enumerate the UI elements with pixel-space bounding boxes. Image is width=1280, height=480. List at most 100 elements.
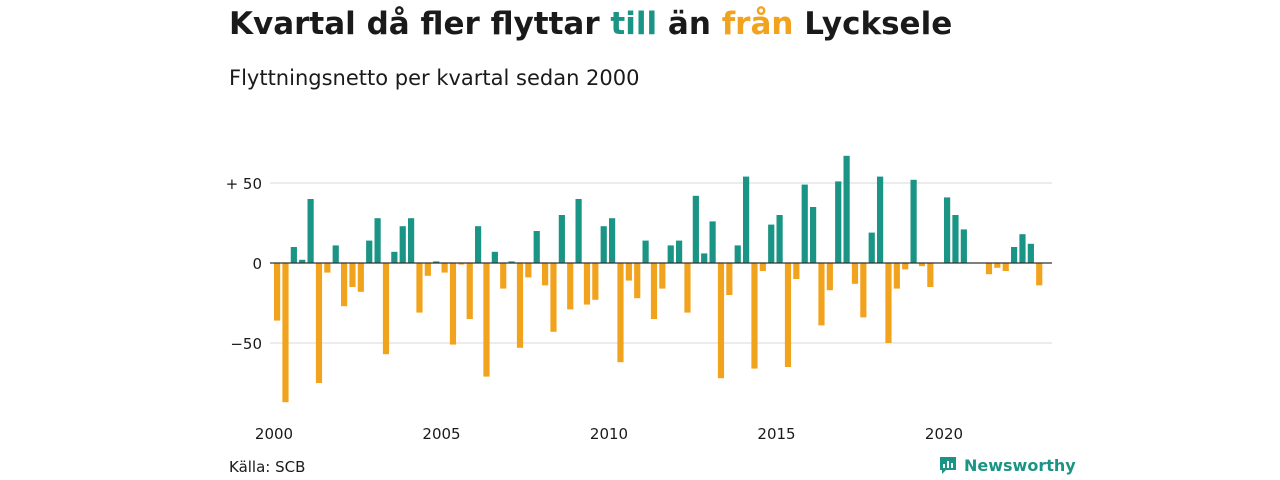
bar — [910, 179, 917, 263]
bar — [960, 229, 967, 263]
bar — [759, 263, 766, 271]
bar — [701, 253, 708, 263]
bar — [625, 263, 632, 281]
bar — [583, 263, 591, 305]
bar — [717, 263, 725, 379]
bar — [994, 263, 1001, 268]
brand-name: Newsworthy — [964, 455, 1076, 475]
bar — [349, 263, 356, 287]
bar — [1027, 243, 1034, 263]
bar — [1011, 247, 1018, 263]
bar — [810, 207, 817, 263]
bar — [843, 155, 850, 263]
bar — [391, 251, 398, 263]
bar — [776, 215, 783, 263]
bar — [1002, 263, 1009, 271]
bar — [709, 221, 716, 263]
bar — [307, 199, 314, 263]
y-tick-label: −50 — [230, 335, 262, 353]
bar — [634, 263, 641, 299]
bar — [650, 263, 658, 319]
bar — [466, 263, 473, 319]
bar — [877, 176, 884, 263]
bar — [985, 263, 993, 275]
bar — [734, 245, 741, 263]
bar — [684, 263, 691, 313]
bar — [483, 263, 490, 377]
bar — [299, 259, 306, 263]
bar — [332, 245, 339, 263]
bar — [868, 232, 875, 263]
bar — [500, 263, 507, 289]
bar — [918, 263, 926, 267]
bar — [768, 224, 775, 263]
bar — [274, 263, 281, 321]
bar — [290, 247, 297, 263]
bar — [617, 263, 624, 363]
bar — [893, 263, 900, 289]
bar — [366, 240, 373, 263]
bar — [324, 263, 331, 273]
bar — [851, 263, 859, 284]
bar — [341, 263, 348, 307]
bar — [449, 263, 457, 345]
newsworthy-logo-icon — [940, 457, 956, 474]
title-highlight-fran: från — [721, 6, 794, 42]
bar — [408, 218, 415, 263]
bar — [458, 263, 465, 265]
bar — [416, 263, 423, 313]
source-note: Källa: SCB — [229, 458, 306, 476]
bar — [642, 240, 649, 263]
bar — [801, 184, 808, 263]
bar — [826, 263, 833, 291]
bar — [692, 195, 699, 263]
title-text-2: än — [657, 6, 722, 42]
bar — [441, 263, 448, 273]
x-tick-label: 2015 — [757, 425, 795, 443]
bar — [609, 218, 616, 263]
bar — [525, 263, 532, 278]
bar — [944, 197, 951, 263]
title-highlight-till: till — [610, 6, 658, 42]
bar — [542, 263, 549, 286]
bar — [575, 199, 582, 263]
brand-logo[interactable]: Newsworthy — [938, 455, 1076, 475]
bar — [659, 263, 666, 289]
bar — [315, 263, 323, 383]
bar — [952, 215, 959, 263]
bar — [382, 263, 390, 355]
title-text-3: Lycksele — [793, 6, 953, 42]
bar — [676, 240, 683, 263]
chart-title: Kvartal då fler flyttar till än från Lyc… — [229, 6, 952, 42]
x-tick-label: 2000 — [255, 425, 293, 443]
bar — [491, 251, 498, 263]
bar — [835, 181, 842, 263]
bar — [818, 263, 825, 326]
bar — [558, 215, 565, 263]
y-tick-label: 0 — [252, 255, 262, 273]
bar — [726, 263, 733, 295]
bar — [927, 263, 934, 287]
bar — [784, 263, 792, 367]
x-tick-label: 2010 — [590, 425, 628, 443]
y-tick-label: + 50 — [226, 175, 262, 193]
bar — [399, 226, 406, 263]
bar — [508, 261, 515, 263]
bar — [751, 263, 758, 369]
bar — [860, 263, 867, 318]
bar — [424, 263, 431, 276]
bar — [533, 231, 540, 263]
bar — [357, 263, 364, 292]
x-tick-label: 2020 — [925, 425, 963, 443]
title-text-1: Kvartal då fler flyttar — [229, 6, 611, 42]
bar — [885, 263, 892, 343]
bar — [550, 263, 557, 332]
chart-subtitle: Flyttningsnetto per kvartal sedan 2000 — [229, 66, 640, 90]
bar — [1036, 263, 1043, 286]
bar — [433, 261, 440, 263]
bar — [592, 263, 599, 300]
bar — [793, 263, 800, 279]
bar — [902, 263, 909, 270]
x-tick-label: 2005 — [422, 425, 460, 443]
bar — [667, 245, 674, 263]
